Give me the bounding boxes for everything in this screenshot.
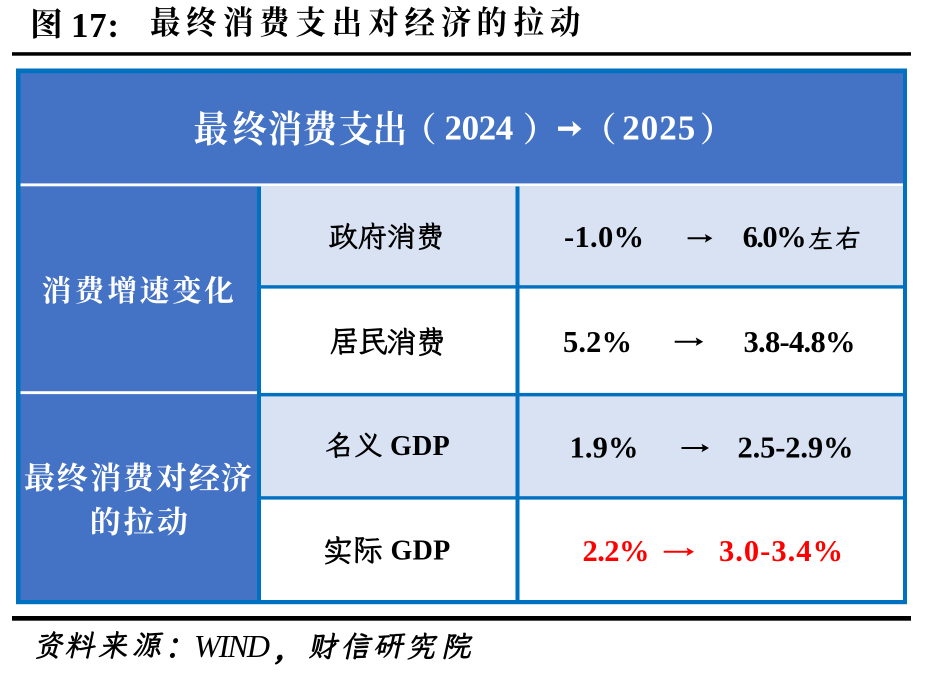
svg-text:5.2%: 5.2% bbox=[563, 325, 632, 359]
svg-text:GDP: GDP bbox=[391, 536, 451, 567]
svg-text:1.9%: 1.9% bbox=[570, 430, 639, 464]
svg-text:WIND: WIND bbox=[194, 628, 270, 664]
svg-text:2024: 2024 bbox=[445, 109, 514, 148]
svg-text:2.5-2.9%: 2.5-2.9% bbox=[738, 430, 854, 464]
svg-text:6.0%: 6.0% bbox=[743, 220, 807, 254]
svg-text:17:: 17: bbox=[71, 6, 119, 45]
svg-text:GDP: GDP bbox=[390, 431, 450, 462]
svg-text:3.0-3.4%: 3.0-3.4% bbox=[719, 534, 843, 568]
svg-text:-1.0%: -1.0% bbox=[564, 220, 644, 254]
svg-text:2025: 2025 bbox=[622, 109, 695, 148]
svg-text:2.2%: 2.2% bbox=[583, 534, 650, 568]
svg-text:3.8-4.8%: 3.8-4.8% bbox=[744, 325, 856, 359]
